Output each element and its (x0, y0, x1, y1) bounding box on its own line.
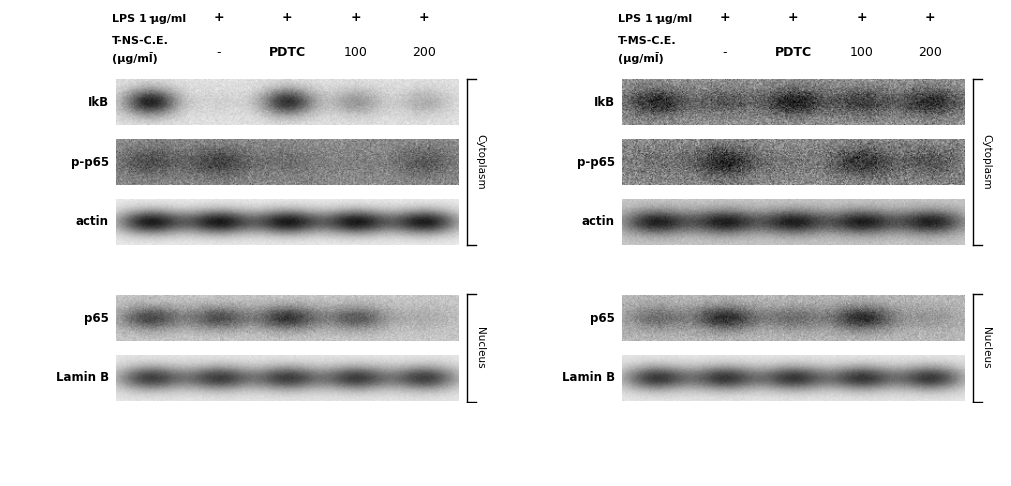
Text: p-p65: p-p65 (71, 156, 108, 169)
Text: p-p65: p-p65 (576, 156, 614, 169)
Text: -: - (148, 12, 153, 24)
Text: Nucleus: Nucleus (475, 327, 485, 369)
Text: Lamin B: Lamin B (56, 371, 108, 384)
Text: Lamin B: Lamin B (561, 371, 614, 384)
Text: LPS 1 μg/ml: LPS 1 μg/ml (111, 14, 185, 24)
Text: +: + (213, 12, 224, 24)
Text: T-MS-C.E.: T-MS-C.E. (617, 36, 675, 46)
Text: +: + (924, 12, 934, 24)
Text: +: + (350, 12, 361, 24)
Text: (μg/ml): (μg/ml) (111, 53, 157, 64)
Text: Nucleus: Nucleus (981, 327, 991, 369)
Text: +: + (855, 12, 866, 24)
Text: p65: p65 (589, 312, 614, 325)
Text: actin: actin (76, 215, 108, 228)
Text: 100: 100 (849, 46, 872, 59)
Text: +: + (788, 12, 798, 24)
Text: -: - (653, 12, 658, 24)
Text: -: - (149, 46, 153, 59)
Text: p65: p65 (84, 312, 108, 325)
Text: -: - (654, 46, 658, 59)
Text: 100: 100 (344, 46, 367, 59)
Text: +: + (419, 12, 429, 24)
Text: IkB: IkB (88, 96, 108, 109)
Text: IkB: IkB (593, 96, 614, 109)
Text: -: - (722, 46, 727, 59)
Text: +: + (282, 12, 292, 24)
Text: PDTC: PDTC (774, 46, 811, 59)
Text: T-NS-C.E.: T-NS-C.E. (111, 36, 168, 46)
Text: Cytoplasm: Cytoplasm (981, 134, 991, 190)
Text: actin: actin (581, 215, 614, 228)
Text: (μg/ml): (μg/ml) (617, 53, 662, 64)
Text: -: - (216, 46, 221, 59)
Text: +: + (719, 12, 730, 24)
Text: PDTC: PDTC (269, 46, 305, 59)
Text: Cytoplasm: Cytoplasm (475, 134, 485, 190)
Text: 200: 200 (917, 46, 941, 59)
Text: LPS 1 μg/ml: LPS 1 μg/ml (617, 14, 691, 24)
Text: 200: 200 (411, 46, 436, 59)
